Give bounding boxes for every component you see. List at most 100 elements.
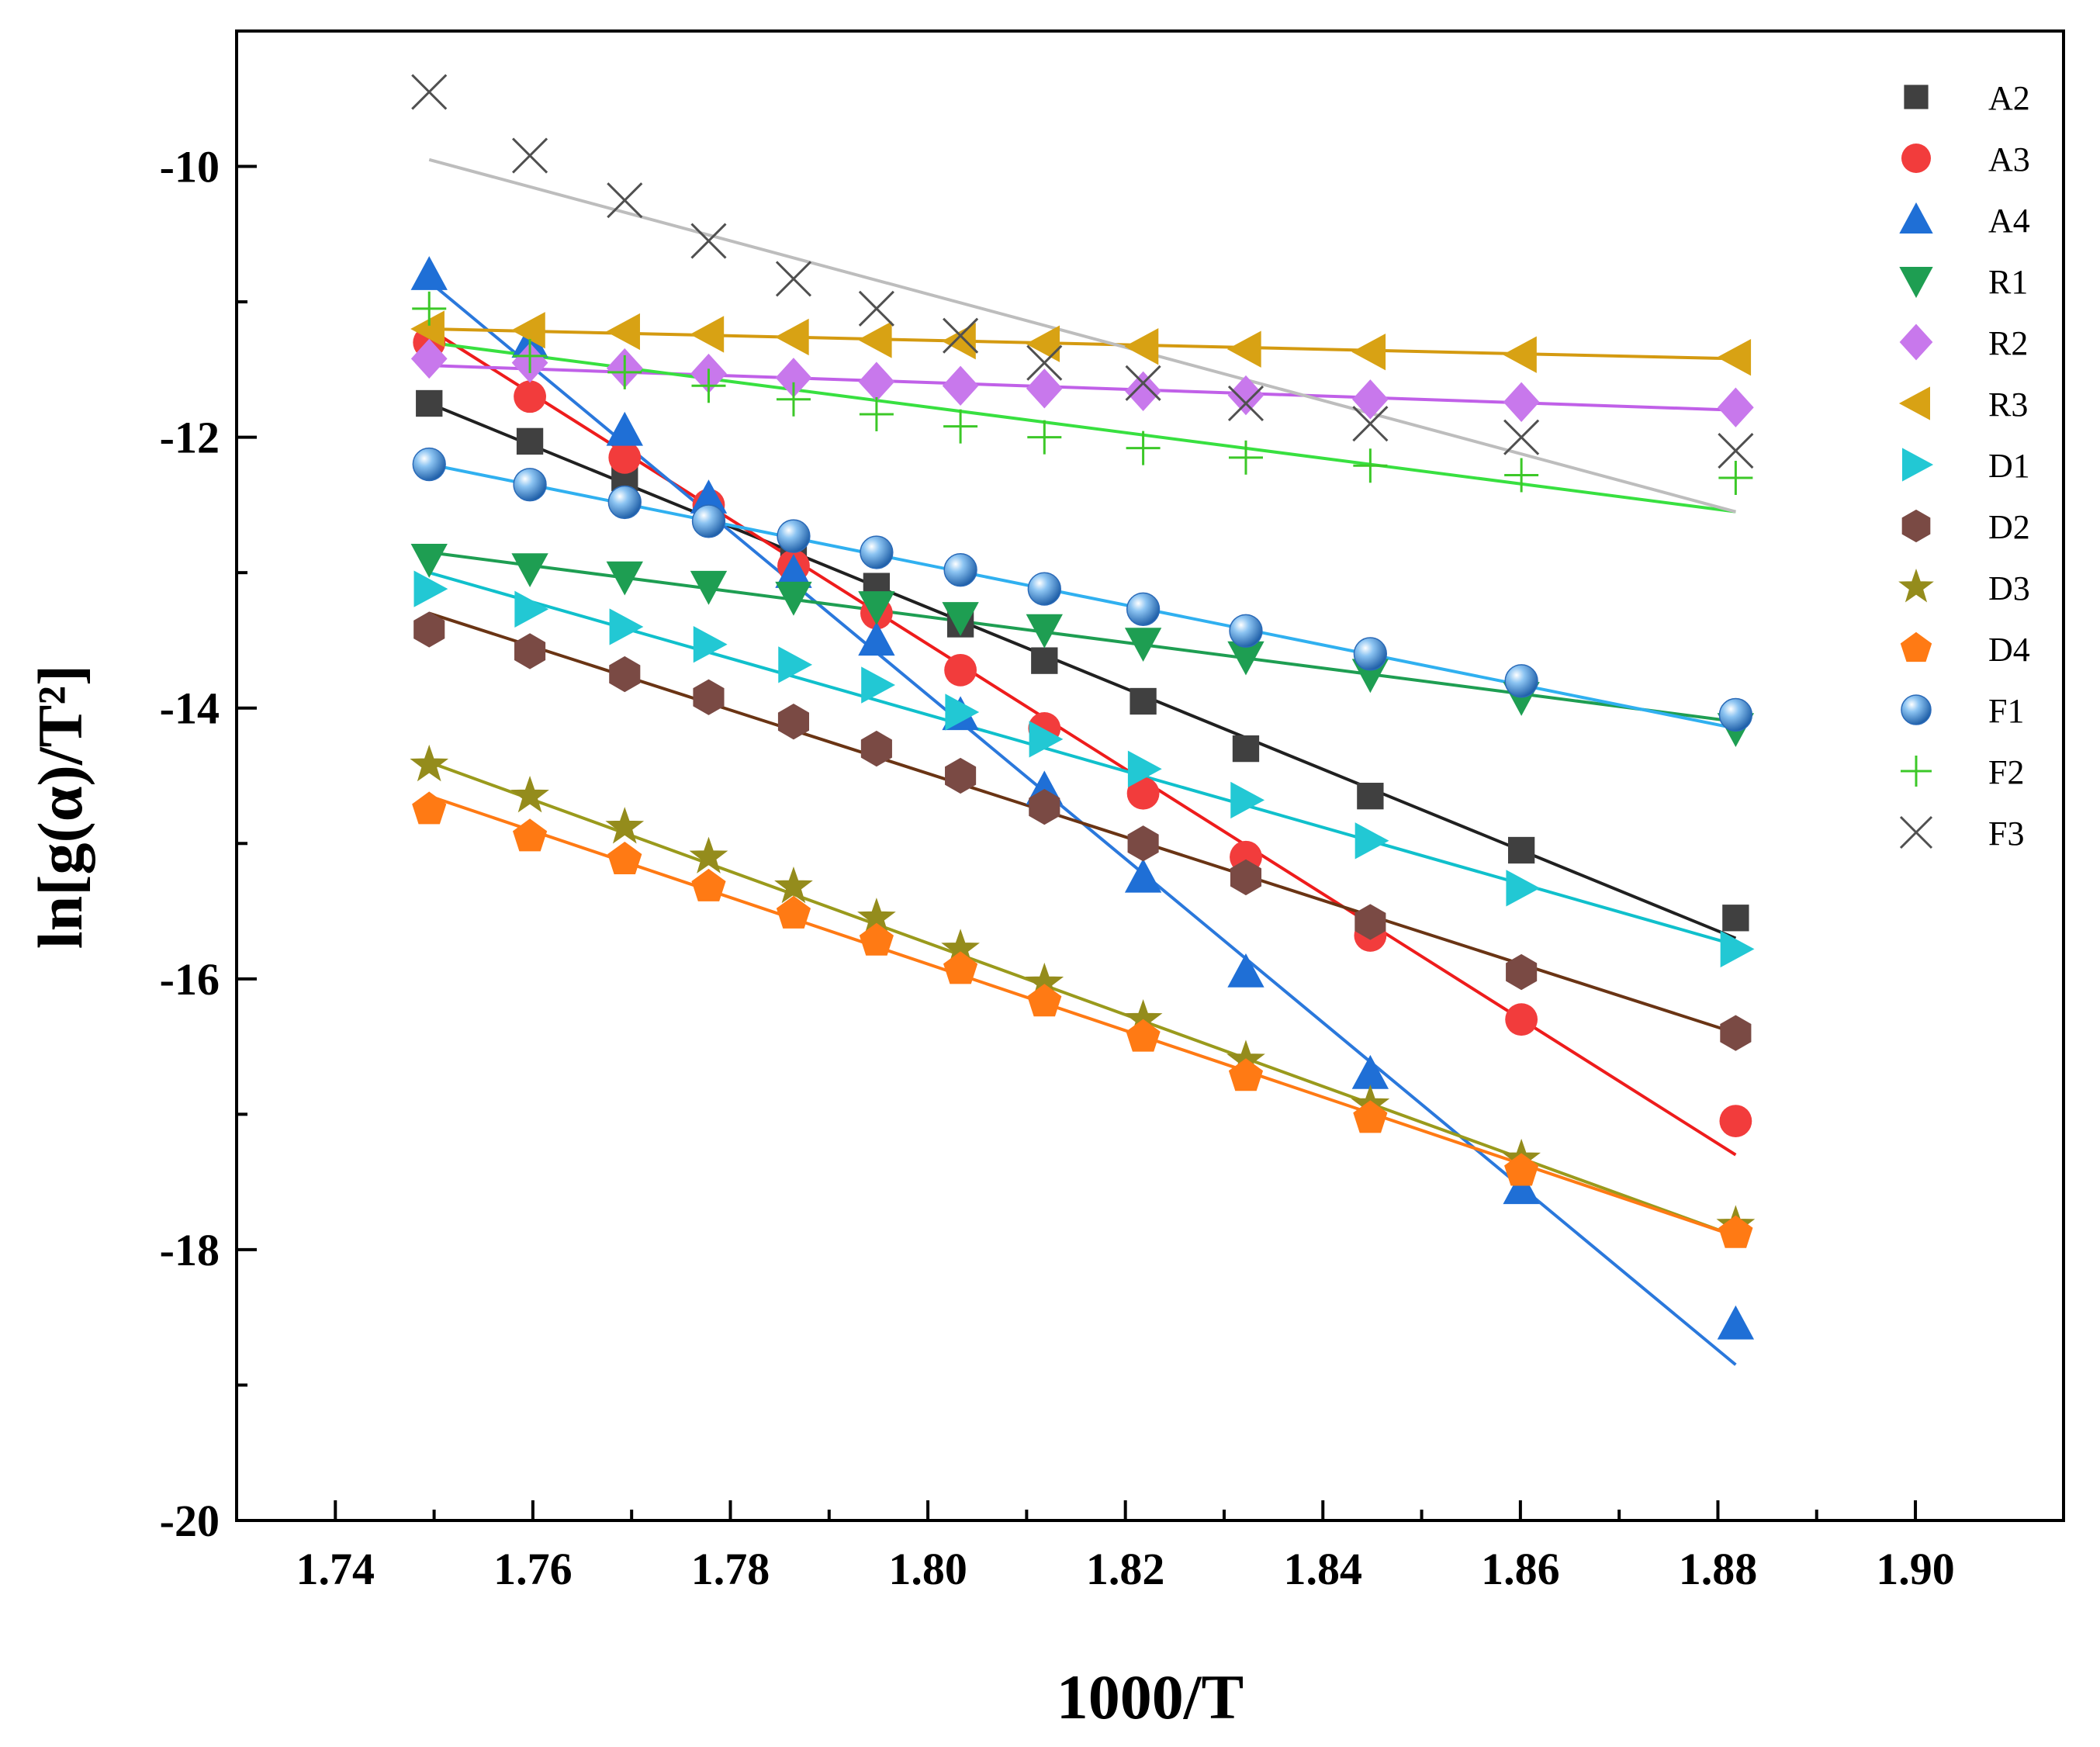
point-f2	[1353, 448, 1388, 483]
series-d2	[413, 611, 1752, 1051]
legend-marker-a3	[1901, 144, 1931, 173]
point-a2	[416, 389, 443, 417]
x-tick-label: 1.78	[691, 1544, 770, 1594]
series-d1	[413, 570, 1755, 968]
series-r3	[410, 310, 1752, 376]
point-f3	[1718, 433, 1754, 469]
point-d1	[609, 608, 644, 645]
point-r3	[1226, 330, 1261, 368]
x-tick-label: 1.86	[1481, 1544, 1560, 1594]
point-r1	[410, 544, 448, 578]
point-r1	[606, 561, 643, 596]
point-r2	[1352, 379, 1389, 420]
point-f2	[1718, 461, 1753, 495]
legend-label-d1: D1	[1988, 447, 2030, 485]
point-a3	[608, 441, 642, 474]
legend-item-d4: D4	[1900, 631, 2030, 669]
legend-label-f3: F3	[1988, 815, 2024, 853]
legend-marker-f1	[1901, 694, 1932, 725]
point-f1	[1229, 614, 1263, 648]
point-d2	[1720, 1015, 1752, 1051]
series-r2	[410, 338, 1754, 427]
legend-marker-d4	[1900, 631, 1932, 662]
legend-item-d3: D3	[1898, 568, 2030, 607]
point-r3	[1026, 325, 1060, 362]
series-f3	[411, 74, 1754, 469]
point-r3	[774, 318, 809, 356]
point-d4	[1228, 1058, 1264, 1091]
x-tick-label: 1.84	[1284, 1544, 1363, 1594]
legend-item-f1: F1	[1901, 692, 2024, 730]
point-d2	[860, 730, 892, 767]
point-d4	[1353, 1100, 1388, 1133]
point-d1	[1029, 721, 1064, 758]
legend-label-a2: A2	[1988, 79, 2030, 117]
point-d2	[693, 679, 725, 715]
point-f2	[943, 409, 978, 444]
point-r3	[510, 312, 545, 349]
point-r3	[1124, 328, 1159, 365]
point-a2	[1357, 783, 1384, 810]
legend-item-a3: A3	[1901, 140, 2030, 178]
point-d2	[1127, 825, 1159, 862]
point-a2	[1232, 735, 1260, 763]
y-tick-label: -18	[160, 1225, 220, 1275]
point-r3	[1503, 336, 1537, 373]
point-a3	[514, 380, 546, 413]
point-r1	[942, 602, 979, 636]
y-tick-label: -12	[160, 413, 220, 463]
legend-marker-r2	[1899, 323, 1933, 361]
point-f3	[1125, 365, 1161, 401]
point-d2	[1354, 904, 1386, 940]
legend-label-a3: A3	[1988, 140, 2030, 178]
x-tick-label: 1.80	[888, 1544, 967, 1594]
point-r2	[942, 365, 979, 406]
point-r3	[857, 321, 892, 358]
point-f2	[1228, 440, 1263, 475]
legend: A2 A3 A4 R1 R2 R3 D1 D2 D3 D4 F1 F2 F3	[1898, 79, 2030, 853]
series-d3	[410, 744, 1756, 1242]
point-f1	[860, 535, 894, 569]
point-a3	[1719, 1105, 1752, 1137]
point-f3	[411, 74, 448, 110]
point-d4	[512, 818, 548, 852]
point-d4	[1027, 984, 1062, 1017]
legend-item-r3: R3	[1898, 386, 2028, 424]
point-d1	[1127, 750, 1162, 787]
legend-label-d4: D4	[1988, 631, 2030, 669]
point-a4	[1227, 953, 1264, 988]
point-d3	[605, 807, 645, 844]
point-d4	[859, 922, 894, 956]
point-r2	[1125, 371, 1161, 411]
legend-label-r2: R2	[1988, 324, 2028, 362]
series-d4	[412, 791, 1753, 1248]
point-d2	[1230, 859, 1262, 896]
point-d3	[689, 836, 728, 874]
point-a2	[1130, 687, 1157, 715]
point-d1	[693, 626, 728, 663]
x-tick-label: 1.76	[493, 1544, 573, 1594]
point-f2	[776, 382, 811, 417]
point-f3	[775, 261, 812, 297]
point-a2	[1031, 647, 1058, 674]
point-a4	[858, 621, 895, 656]
legend-item-r1: R1	[1899, 263, 2028, 301]
point-f2	[859, 396, 894, 431]
legend-label-r1: R1	[1988, 263, 2028, 301]
point-r1	[1124, 628, 1162, 662]
point-f1	[412, 447, 446, 482]
point-a4	[1124, 858, 1162, 893]
point-f1	[691, 504, 726, 538]
legend-marker-f2	[1901, 756, 1932, 787]
point-a4	[1503, 1170, 1540, 1205]
point-a2	[1722, 905, 1749, 932]
point-d4	[776, 895, 811, 929]
legend-item-f3: F3	[1899, 815, 2024, 853]
point-f2	[1027, 420, 1062, 455]
series-f1	[412, 447, 1753, 732]
point-r2	[1227, 375, 1264, 416]
point-r2	[1503, 382, 1540, 422]
legend-marker-d1	[1902, 448, 1934, 482]
point-f2	[607, 355, 642, 389]
